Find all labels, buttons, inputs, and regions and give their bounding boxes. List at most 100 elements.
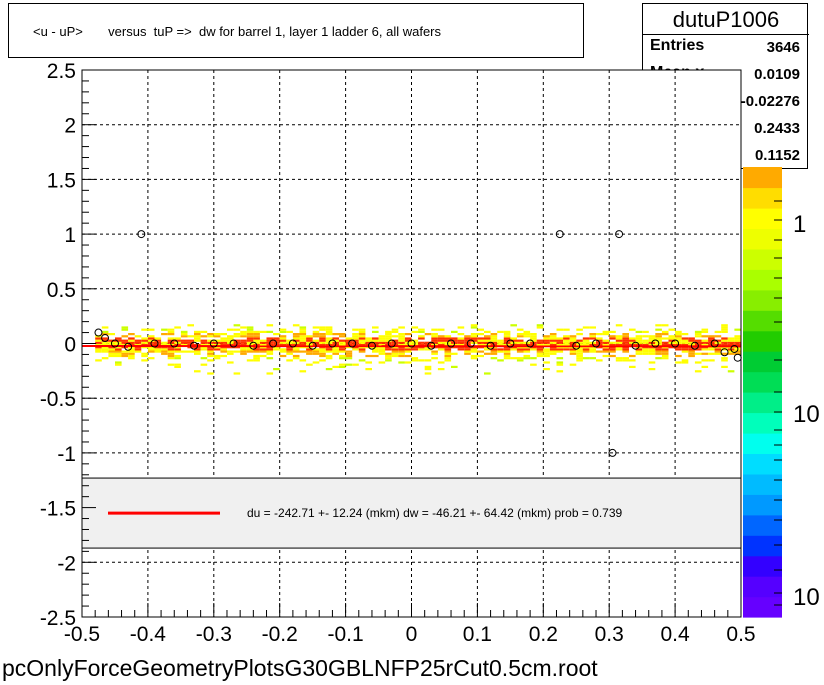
hist-cell xyxy=(470,324,478,327)
hist-cell xyxy=(259,330,267,333)
hist-cell xyxy=(721,359,728,362)
hist-cell xyxy=(319,350,326,353)
hist-cell xyxy=(365,354,372,358)
hist-cell xyxy=(556,339,564,342)
hist-cell xyxy=(615,339,623,342)
hist-cell xyxy=(642,330,649,333)
hist-cell xyxy=(319,343,326,347)
hist-cell xyxy=(424,348,432,351)
hist-cell xyxy=(352,363,359,366)
hist-cell xyxy=(615,335,623,338)
hist-cell xyxy=(141,337,148,340)
hist-cell xyxy=(174,354,181,358)
hist-cell xyxy=(681,341,689,344)
hist-cell xyxy=(437,339,445,342)
hist-cell xyxy=(464,352,471,355)
hist-cell xyxy=(490,350,498,353)
hist-cell xyxy=(325,337,333,340)
hist-cell xyxy=(358,343,366,347)
hist-cell xyxy=(510,357,517,360)
hist-cell xyxy=(629,365,636,368)
hist-cell xyxy=(220,348,227,351)
hist-cell xyxy=(180,330,188,333)
hist-cell xyxy=(141,328,148,331)
hist-cell xyxy=(411,339,419,342)
hist-cell xyxy=(589,348,596,351)
hist-cell xyxy=(180,335,188,338)
profile-point xyxy=(592,339,601,348)
hist-cell xyxy=(200,343,208,347)
hist-cell xyxy=(358,328,366,331)
palette-band xyxy=(743,596,782,618)
hist-cell xyxy=(714,350,722,353)
hist-cell xyxy=(516,350,524,353)
hist-cell xyxy=(207,335,214,338)
hist-cell xyxy=(477,354,484,358)
hist-cell xyxy=(332,346,339,349)
hist-cell xyxy=(655,350,662,353)
hist-cell xyxy=(721,343,728,347)
stats-value: -0.02276 xyxy=(740,93,800,110)
hist-cell xyxy=(437,328,445,331)
hist-cell xyxy=(180,350,188,353)
hist-cell xyxy=(714,335,722,338)
hist-cell xyxy=(675,354,682,358)
hist-cell xyxy=(332,339,339,342)
x-tick-label: 0.2 xyxy=(529,623,558,646)
hist-cell xyxy=(484,372,491,375)
hist-cell xyxy=(253,357,260,360)
hist-cell xyxy=(714,352,722,355)
hist-cell xyxy=(418,359,425,362)
hist-cell xyxy=(602,330,610,333)
profile-point xyxy=(466,339,475,348)
hist-cell xyxy=(220,337,227,340)
hist-cell xyxy=(240,348,247,351)
hist-cell xyxy=(437,343,445,347)
hist-cell xyxy=(437,368,445,371)
hist-cell xyxy=(451,339,458,342)
hist-cell xyxy=(444,335,452,338)
hist-cell xyxy=(325,339,333,342)
hist-cell xyxy=(582,341,590,344)
hist-cell xyxy=(325,330,333,333)
hist-cell xyxy=(352,328,359,331)
hist-cell xyxy=(563,328,570,331)
hist-cell xyxy=(694,339,702,342)
hist-cell xyxy=(589,350,596,353)
fit-legend: du = -242.71 +- 12.24 (mkm) dw = -46.21 … xyxy=(81,477,742,549)
hist-cell xyxy=(536,352,544,355)
hist-cell xyxy=(299,330,307,333)
hist-cell xyxy=(516,328,524,331)
hist-cell xyxy=(484,341,491,344)
hist-cell xyxy=(115,363,122,366)
hist-cell xyxy=(444,348,452,351)
hist-cell xyxy=(207,348,214,351)
hist-cell xyxy=(95,337,102,340)
hist-cell xyxy=(339,341,346,344)
hist-cell xyxy=(233,350,241,353)
hist-cell xyxy=(319,352,326,355)
hist-cell xyxy=(609,350,616,353)
hist-cell xyxy=(404,346,412,349)
hist-cell xyxy=(694,341,702,344)
hist-cell xyxy=(312,330,320,333)
hist-cell xyxy=(681,337,689,340)
hist-cell xyxy=(101,343,109,347)
hist-cell xyxy=(266,372,274,375)
hist-cell xyxy=(398,354,405,358)
hist-cell xyxy=(134,343,142,347)
hist-cell xyxy=(391,335,399,338)
hist-cell xyxy=(167,346,175,349)
hist-cell xyxy=(418,343,425,347)
hist-cell xyxy=(378,350,386,353)
hist-cell xyxy=(464,337,471,340)
hist-cell xyxy=(635,339,643,342)
hist-cell xyxy=(431,341,438,344)
hist-cell xyxy=(259,354,267,358)
hist-cell xyxy=(536,348,544,351)
hist-cell xyxy=(115,361,122,364)
hist-cell xyxy=(358,337,366,340)
hist-cell xyxy=(694,335,702,338)
hist-cell xyxy=(128,337,135,340)
